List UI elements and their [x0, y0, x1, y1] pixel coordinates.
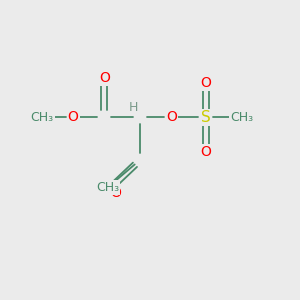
Text: H: H	[128, 101, 138, 114]
Text: CH₃: CH₃	[31, 111, 54, 124]
Text: O: O	[200, 76, 211, 90]
Text: O: O	[110, 185, 121, 200]
Text: O: O	[68, 110, 79, 124]
Text: CH₃: CH₃	[96, 181, 119, 194]
Text: O: O	[166, 110, 177, 124]
Text: S: S	[201, 110, 211, 125]
Text: O: O	[99, 71, 110, 85]
Text: O: O	[200, 145, 211, 159]
Text: CH₃: CH₃	[230, 111, 253, 124]
